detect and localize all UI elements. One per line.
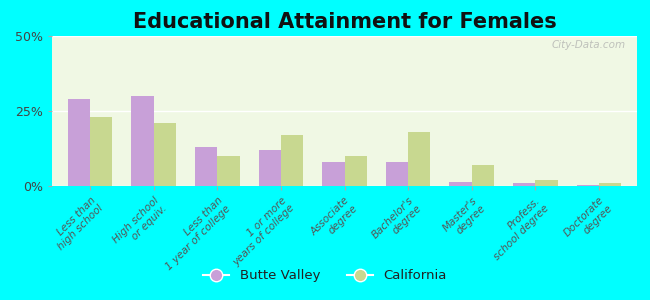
- Bar: [322, 162, 344, 186]
- Bar: [344, 156, 367, 186]
- Text: City-Data.com: City-Data.com: [551, 40, 625, 50]
- Bar: [195, 147, 217, 186]
- Bar: [449, 182, 472, 186]
- Bar: [217, 156, 240, 186]
- Bar: [386, 162, 408, 186]
- Bar: [472, 165, 494, 186]
- Title: Educational Attainment for Females: Educational Attainment for Females: [133, 12, 556, 32]
- Bar: [281, 135, 303, 186]
- Legend: Butte Valley, California: Butte Valley, California: [198, 264, 452, 287]
- Bar: [90, 117, 112, 186]
- Bar: [259, 150, 281, 186]
- Bar: [68, 99, 90, 186]
- Bar: [154, 123, 176, 186]
- Bar: [577, 184, 599, 186]
- Bar: [513, 183, 535, 186]
- Bar: [535, 180, 558, 186]
- Bar: [131, 96, 154, 186]
- Bar: [408, 132, 430, 186]
- Bar: [599, 183, 621, 186]
